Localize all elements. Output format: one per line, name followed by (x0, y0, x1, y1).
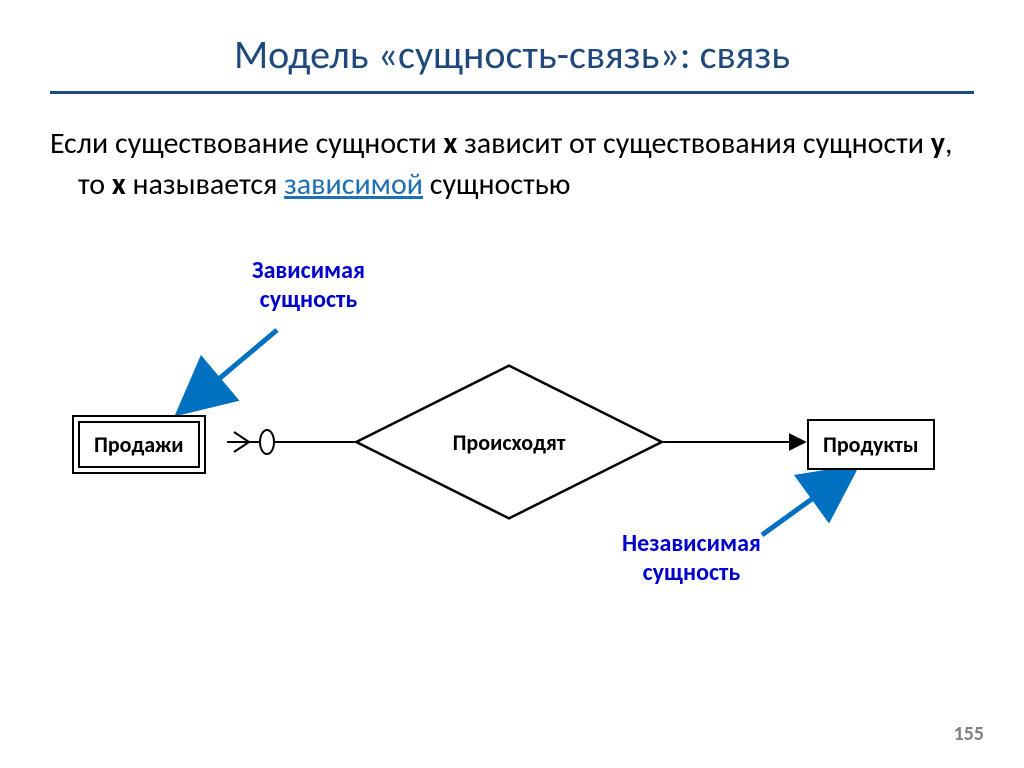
entity-sales-label: Продажи (78, 421, 200, 468)
body-x1: х (443, 125, 457, 162)
page-number: 155 (954, 722, 984, 746)
title-underline (50, 91, 974, 94)
slide-title: Модель «сущность-связь»: связь (50, 30, 974, 79)
callout-dependent: Зависимая сущность (252, 257, 365, 315)
callout-independent: Независимая сущность (622, 530, 761, 588)
entity-sales: Продажи (72, 415, 206, 474)
body-underlined: зависимой (284, 166, 423, 203)
body-mid1: зависит от существования сущности (457, 125, 931, 162)
relationship-happens: Происходят (454, 387, 564, 497)
entity-products: Продукты (807, 419, 935, 470)
entity-products-label: Продукты (823, 431, 919, 458)
body-suffix: сущностью (423, 166, 570, 203)
er-diagram: Продажи Происходят Продукты Зависимая су… (52, 235, 972, 615)
body-paragraph: Если существование сущности х зависит от… (50, 124, 974, 205)
body-y1: у (931, 125, 945, 162)
body-mid3: называется (126, 166, 284, 203)
body-prefix: Если существование сущности (50, 125, 443, 162)
relationship-happens-label: Происходят (456, 389, 562, 495)
slide-root: Модель «сущность-связь»: связь Если суще… (0, 0, 1024, 768)
body-x2: х (112, 166, 126, 203)
